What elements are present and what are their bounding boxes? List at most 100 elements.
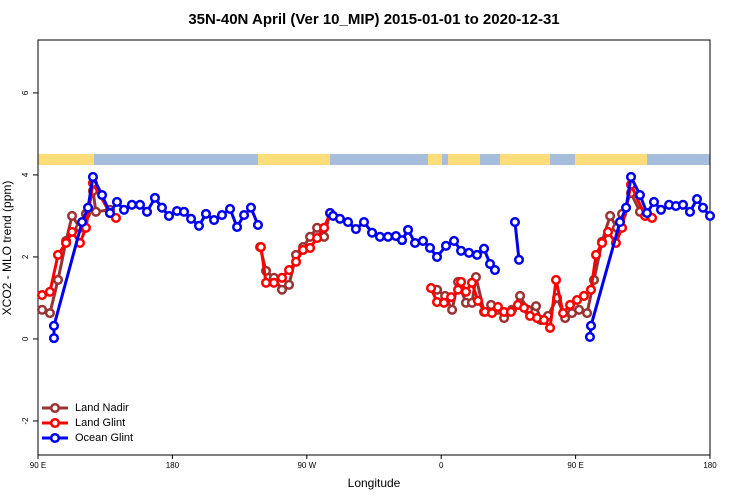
legend-label: Land Glint [75,417,125,429]
data-point [209,214,220,226]
data-point [276,272,288,283]
data-point [193,220,205,231]
data-point [252,219,264,230]
data-point [605,210,616,221]
data-point [367,227,378,238]
y-tick-label: 4 [21,172,30,177]
data-point [350,223,361,235]
data-point [479,243,490,254]
data-point [558,308,569,319]
data-point [489,265,501,276]
y-tick-label: 2 [21,254,30,259]
legend-label: Land Nadir [75,402,129,414]
legend-marker [49,402,61,414]
legend-marker [49,417,61,429]
land-band [428,154,442,165]
data-point [691,194,703,205]
y-tick-label: 0 [21,336,30,341]
data-point [621,202,632,213]
data-point [545,322,556,333]
data-point [514,290,526,301]
data-point [232,221,243,233]
land-band [38,154,94,165]
data-point [276,284,288,295]
land-band [500,154,550,165]
data-point [463,247,475,258]
data-point [440,240,452,251]
data-point [641,208,653,219]
data-point [178,206,190,217]
data-point [239,210,250,221]
plot-frame [37,39,711,456]
data-point [704,210,716,221]
data-point [584,331,595,342]
data-point [44,286,55,297]
chart-title: 35N-40N April (Ver 10_MIP) 2015-01-01 to… [188,11,559,28]
data-point [530,301,542,312]
x-axis-label: Longitude [348,476,401,490]
data-point [61,237,72,249]
land-mask [38,154,710,165]
data-point [224,203,236,215]
series-line [588,172,712,338]
data-point [44,308,55,319]
data-point [446,292,457,303]
legend: Land Nadir Land Glint Ocean Glint [42,402,133,444]
data-point [118,204,130,215]
data-point [513,254,525,265]
legend-label: Ocean Glint [75,432,133,444]
data-point [216,210,228,221]
data-point [550,274,562,285]
data-point [466,277,478,288]
data-point [438,297,450,308]
data-point [87,171,99,183]
data-point [471,249,483,260]
data-point [565,299,576,310]
legend-marker [49,432,61,444]
data-point [312,233,323,244]
data-point [126,199,137,210]
data-point [156,202,167,213]
data-point [648,196,660,208]
data-point [200,208,212,219]
data-point [591,249,602,260]
data-point [484,258,496,269]
data-point [453,284,464,295]
data-point [472,295,483,306]
data-point [52,274,64,285]
data-point [245,202,256,213]
data-point [358,217,370,228]
data-point [48,320,60,331]
data-point [486,308,498,319]
data-point [111,196,123,208]
data-point [492,301,503,313]
data-point [460,286,472,297]
data-point [447,304,458,315]
data-point [410,237,421,249]
data-point [342,217,354,228]
data-point [431,251,443,262]
data-point [97,189,108,201]
data-point [677,199,689,210]
x-tick-label: 90 E [30,461,46,470]
data-point [625,171,637,183]
data-point [283,265,295,276]
data-point [149,192,160,203]
data-point [90,206,101,217]
data-point [374,231,386,242]
data-point [456,276,467,287]
data-point [572,294,583,306]
data-point [48,333,60,344]
data-point [104,208,116,219]
x-tick-label: 90 E [567,461,583,470]
data-point [141,206,153,217]
series-line [41,190,111,316]
data-point [77,217,88,228]
data-point [602,226,614,237]
data-point [509,217,521,228]
x-tick-label: 90 W [297,461,316,470]
x-tick-label: 0 [439,461,444,470]
data-point [66,210,78,221]
data-point [334,213,346,224]
y-axis-label: XCO2 - MLO trend (ppm) [0,181,14,316]
